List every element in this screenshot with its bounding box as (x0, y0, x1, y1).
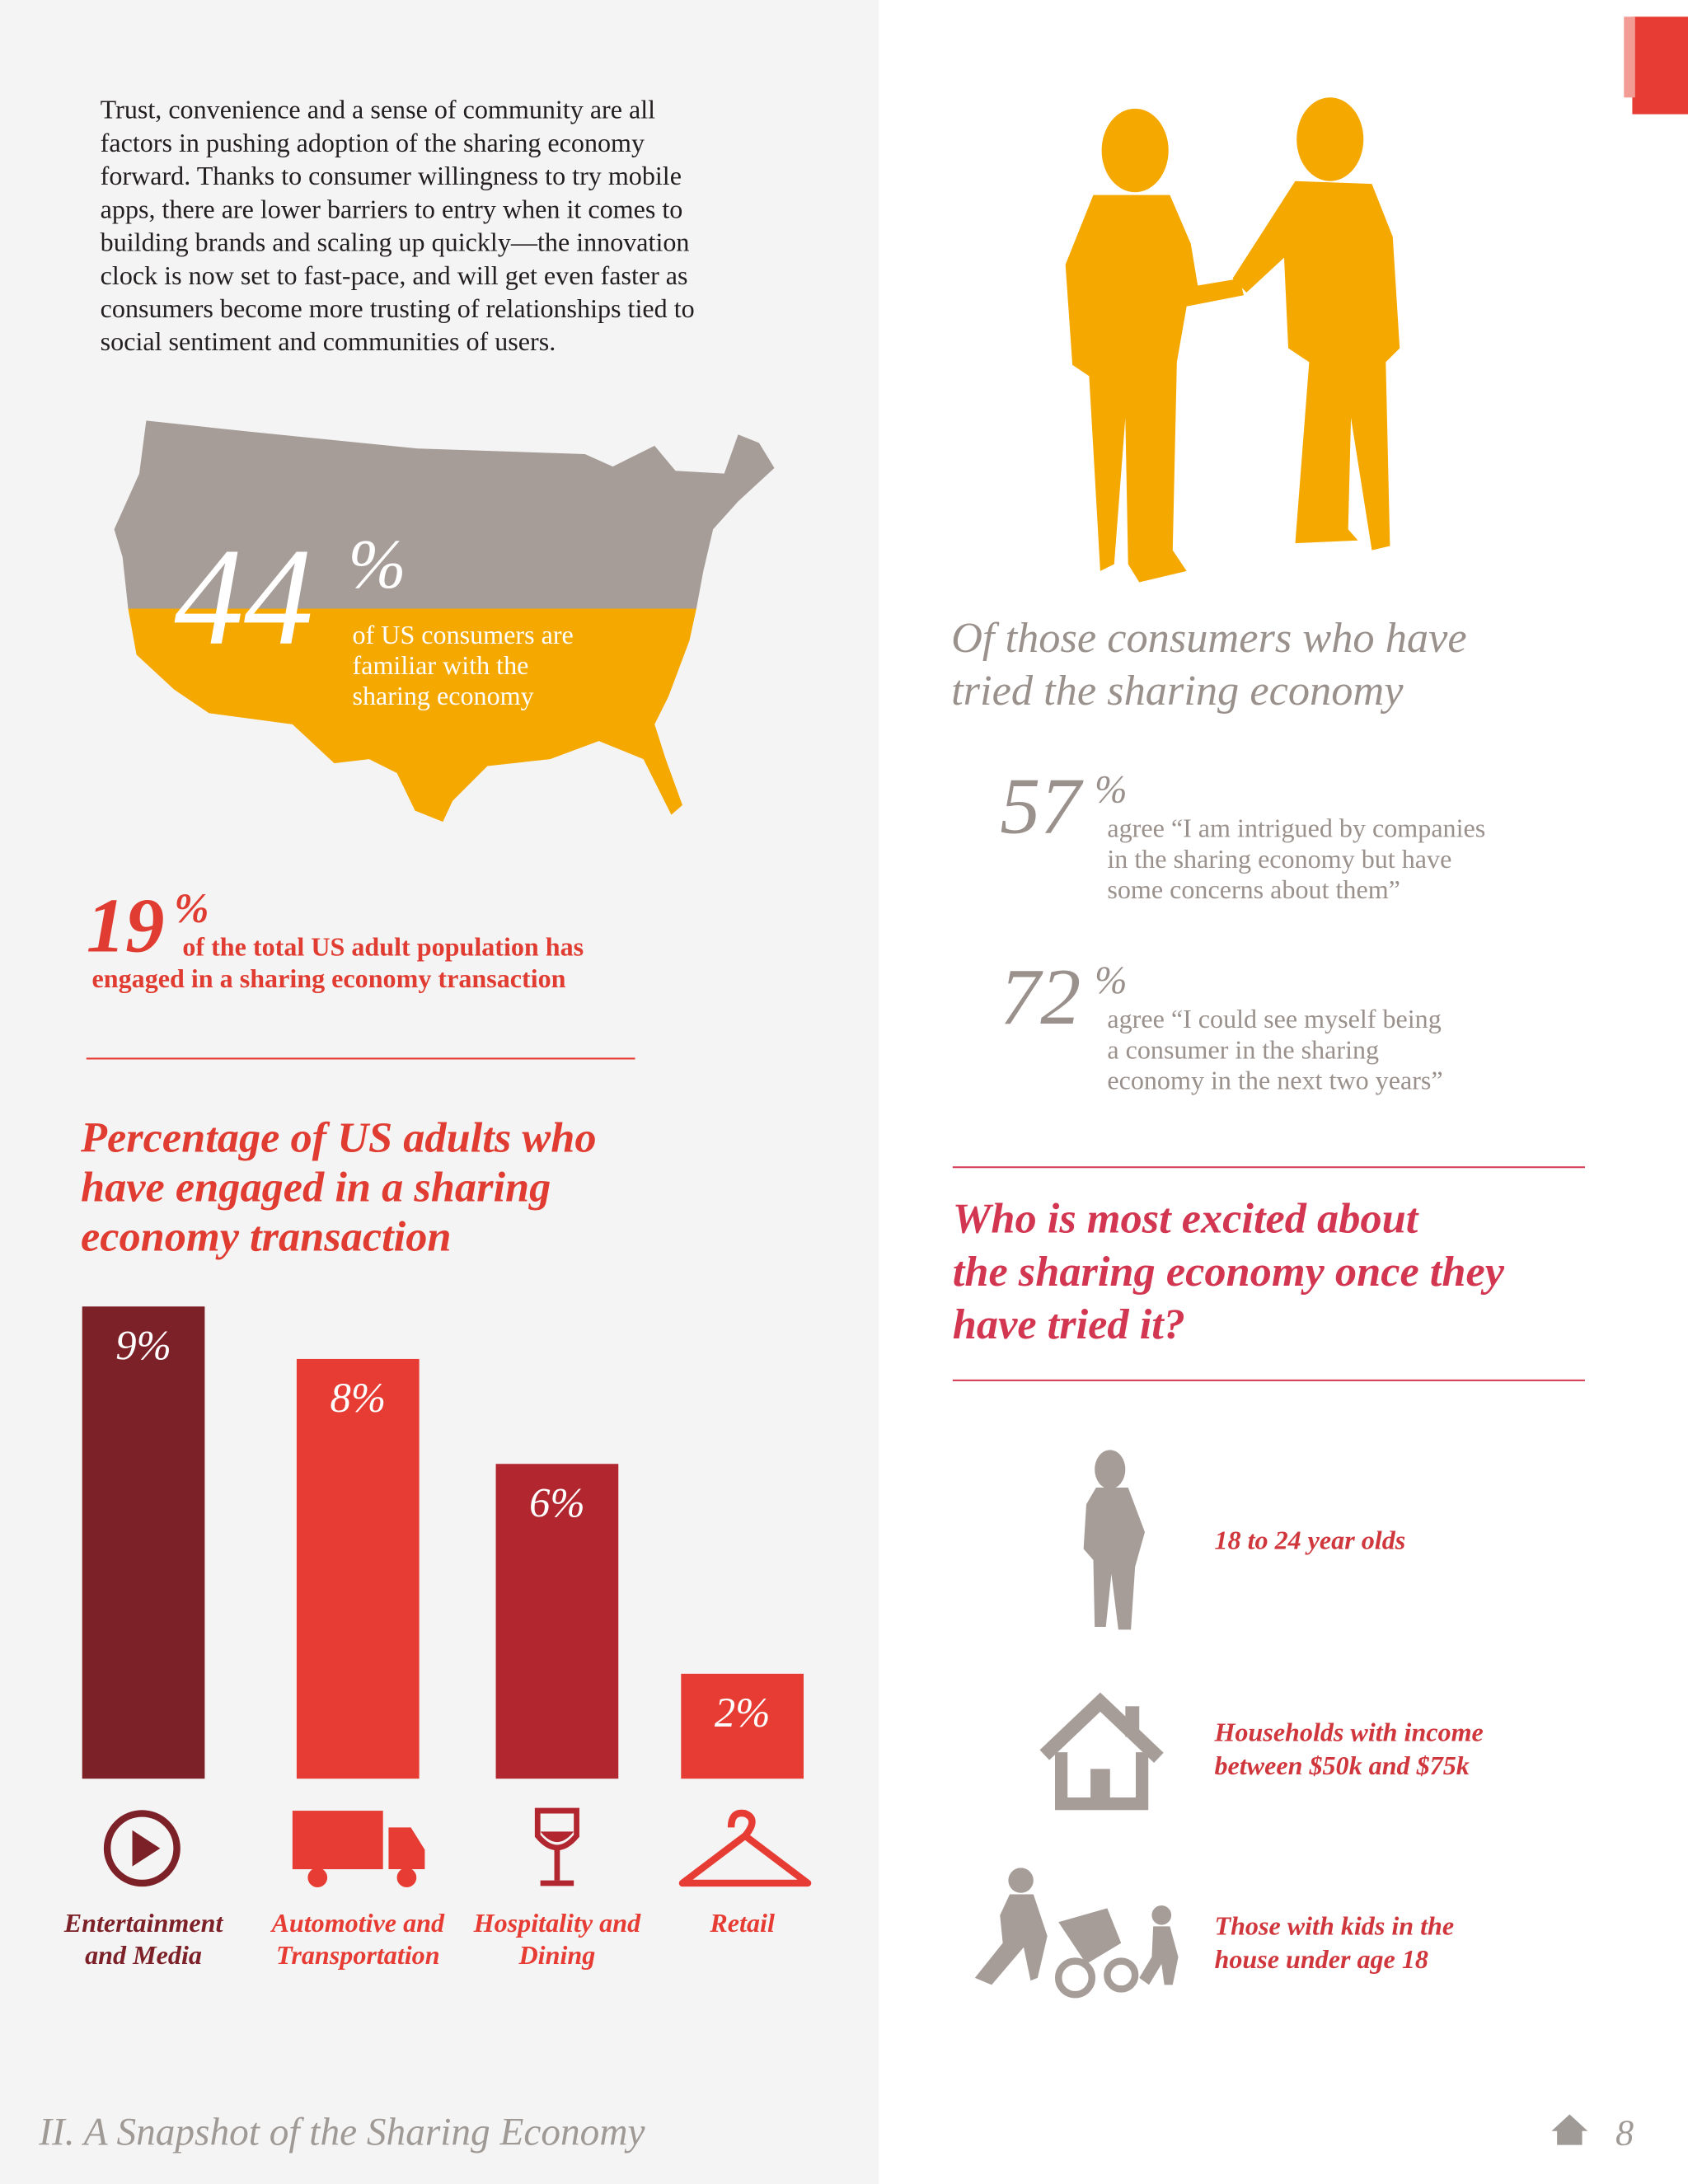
bar (82, 1306, 205, 1779)
category-label-box: Automotive and Transportation (271, 1910, 445, 1971)
stat-number: 72 (1000, 953, 1081, 1042)
stat-text: familiar with the (353, 650, 529, 680)
group-label: 18 to 24 year olds (1214, 1525, 1405, 1554)
play-icon (103, 1810, 181, 1887)
stat-text: economy in the next two years” (1107, 1066, 1442, 1095)
intro-line: apps, there are lower barriers to entry … (101, 194, 683, 223)
group-label: between $50k and $75k (1214, 1750, 1469, 1780)
chart-title: Percentage of US adults who (80, 1114, 597, 1162)
footer-section: II. A Snapshot of the Sharing Economy (38, 2111, 645, 2154)
data-label: 6% (529, 1479, 585, 1526)
house-icon (1039, 1692, 1164, 1811)
intro-line: Trust, convenience and a sense of commun… (101, 95, 656, 124)
intro-line: consumers become more trusting of relati… (101, 293, 695, 323)
bar (296, 1358, 420, 1779)
intro-line: clock is now set to fast-pace, and will … (101, 260, 688, 290)
group-label: house under age 18 (1214, 1944, 1428, 1974)
stat-number: 44 (174, 519, 313, 674)
data-label: 8% (330, 1375, 386, 1421)
truck-icon (292, 1811, 425, 1888)
stat-text: engaged in a sharing economy transaction (92, 963, 566, 993)
stat-text: in the sharing economy but have (1107, 844, 1451, 874)
stat-text: of the total US adult population has (182, 931, 584, 961)
corner-tab (1632, 16, 1688, 115)
home-icon[interactable] (1551, 2114, 1588, 2145)
x-tick-label: Retail (710, 1910, 775, 1939)
x-tick-label: Automotive and Transportation (271, 1910, 445, 1971)
section-heading: Of those consumers who have (951, 614, 1466, 662)
data-label: 9% (115, 1322, 171, 1368)
wine-icon (534, 1807, 579, 1886)
stat-text: agree “I could see myself being (1107, 1004, 1441, 1033)
intro-line: social sentiment and communities of user… (101, 326, 556, 356)
x-tick-label: Entertainment and Media (63, 1910, 223, 1971)
chart-title: have engaged in a sharing (81, 1164, 551, 1212)
category-label-box: Entertainment and Media (63, 1910, 223, 1971)
section-heading: tried the sharing economy (951, 667, 1404, 715)
category-label-box: Hospitality and Dining (473, 1910, 641, 1971)
hanger-icon (678, 1809, 812, 1887)
chart-title: economy transaction (81, 1213, 452, 1261)
stat-text: sharing economy (353, 681, 534, 710)
bar (681, 1673, 804, 1779)
stat-number: 57 (1000, 762, 1084, 851)
stat-unit: % (1095, 959, 1127, 1002)
young-adult-icon (1083, 1450, 1145, 1630)
group-label: Those with kids in the (1214, 1910, 1454, 1940)
section-heading: Who is most excited about (953, 1195, 1419, 1243)
x-tick-label: Hospitality and Dining (473, 1910, 641, 1971)
corner-tab-shade (1624, 16, 1635, 98)
us-map (114, 420, 775, 823)
category-label-box: Retail (710, 1910, 775, 1939)
stat-text: agree “I am intrigued by companies (1107, 813, 1485, 843)
intro-line: building brands and scaling up quickly—t… (101, 227, 690, 257)
family-icon (974, 1868, 1179, 1999)
stat-unit: % (174, 885, 209, 931)
intro-line: forward. Thanks to consumer willingness … (101, 161, 682, 190)
intro-line: factors in pushing adoption of the shari… (101, 128, 645, 157)
stat-number: 19 (87, 883, 165, 968)
section-heading: the sharing economy once they (953, 1248, 1505, 1296)
stat-unit: % (1095, 768, 1127, 811)
data-label: 2% (715, 1690, 771, 1736)
stat-text: some concerns about them” (1107, 874, 1400, 904)
section-heading: have tried it? (953, 1301, 1185, 1348)
bar (495, 1464, 619, 1779)
stat-text: of US consumers are (353, 620, 574, 649)
stat-unit: % (348, 527, 406, 603)
group-label: Households with income (1213, 1718, 1483, 1747)
stat-text: a consumer in the sharing (1107, 1034, 1379, 1064)
handshake-silhouette (1065, 97, 1400, 583)
page-number: 8 (1615, 2113, 1634, 2154)
